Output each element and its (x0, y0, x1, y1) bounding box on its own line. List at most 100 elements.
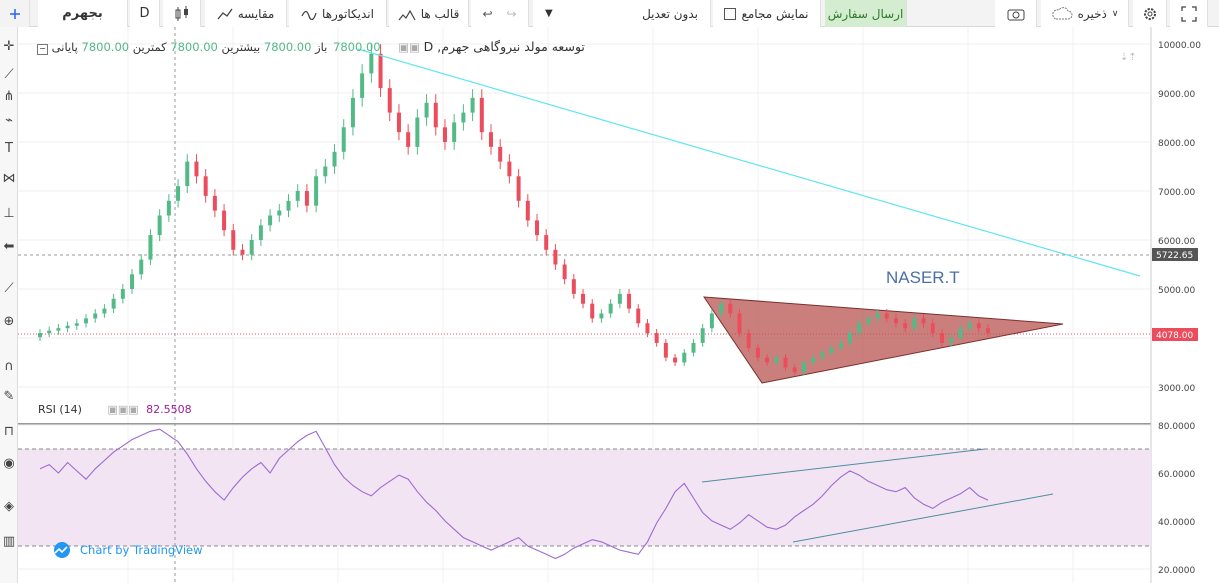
rsi-line (39, 428, 989, 560)
eye-icon[interactable]: ◉ (3, 455, 15, 471)
rsi-axis[interactable]: 80.0000 60.0000 40.0000 20.0000 (1158, 422, 1195, 576)
compare-label: مقایسه (237, 6, 275, 21)
legend-settings-icon[interactable]: ▣▣ (398, 40, 420, 54)
candle-body (617, 293, 622, 304)
settings-button[interactable] (1133, 0, 1167, 27)
candle-body (774, 357, 779, 363)
candle-body (516, 176, 521, 201)
candle-body (783, 357, 788, 368)
back-arrow-icon[interactable]: ⬅ (3, 238, 15, 254)
candle-body (111, 298, 116, 309)
triangle-pattern[interactable] (703, 296, 1064, 384)
high-value: 7800.00 (263, 40, 312, 54)
candle-body (470, 97, 475, 113)
candle-body (525, 200, 530, 221)
candle-body (608, 303, 613, 314)
candle-body (986, 328, 990, 334)
candle-body (47, 330, 52, 334)
candle-body (691, 342, 696, 353)
candle-body (627, 293, 632, 309)
menu-icon[interactable] (0, 0, 30, 27)
candle-body (949, 338, 954, 343)
price-tick: 10000.00 (1158, 41, 1201, 51)
tradingview-attribution[interactable]: Chart by TradingView (50, 542, 203, 558)
candle-body (811, 357, 816, 363)
legend-arrows-icon[interactable]: ⇣⇡ (1120, 52, 1137, 63)
price-axis[interactable]: 10000.00 9000.00 8000.00 7000.00 6000.00… (1152, 41, 1201, 394)
rsi-upper-trend[interactable] (701, 448, 986, 483)
send-order-button[interactable]: ارسال سفارش (825, 0, 907, 27)
undo-redo-group: ↪ ↩ (471, 0, 529, 27)
lock-icon[interactable]: ⊓ (3, 423, 15, 439)
candle-body (249, 240, 254, 255)
watermark-text: NASER.T (886, 268, 960, 287)
candle-body (84, 318, 89, 324)
rsi-lower-trend[interactable] (792, 493, 1054, 543)
candle-body (406, 132, 411, 147)
candle-body (875, 313, 880, 319)
rsi-settings-icon[interactable]: ▣▣▣ (107, 403, 139, 416)
candle-body (387, 88, 392, 113)
show-totals-toggle[interactable]: نمایش مجامع (713, 0, 821, 27)
indicators-button[interactable]: اندیکاتورها (289, 0, 387, 27)
trend-line[interactable] (357, 48, 1141, 277)
save-label: ذخیره (1077, 6, 1107, 21)
candle-body (912, 318, 917, 329)
undo-icon[interactable]: ↩ (482, 6, 493, 21)
candle-style-button[interactable] (163, 0, 201, 27)
price-tick: 7000.00 (1158, 188, 1195, 198)
candle-body (930, 323, 935, 334)
candle-body (976, 323, 981, 329)
rsi-label[interactable]: RSI (14) (38, 403, 82, 416)
indicator-icon (301, 10, 317, 20)
magnet-icon[interactable]: ∩ (4, 358, 14, 374)
candle-body (304, 191, 309, 206)
redo-icon[interactable]: ↪ (506, 6, 517, 21)
candle-body (65, 325, 70, 329)
candle-body (176, 186, 181, 201)
brush-icon[interactable]: ⌁ (5, 112, 13, 128)
rsi-value: 82.5508 (146, 403, 192, 416)
candle-body (801, 362, 806, 373)
text-icon[interactable]: T (5, 140, 13, 156)
candle-body (166, 200, 171, 216)
lock-drawing-icon[interactable]: ✎ (3, 388, 15, 404)
candle-body (829, 347, 834, 353)
adjust-dropdown[interactable]: بدون تعدیل ▼ (533, 0, 711, 27)
candle-body (424, 102, 429, 118)
symbol-search-button[interactable]: بجهرم (38, 0, 128, 27)
candle-body (820, 352, 825, 358)
pane-separator[interactable] (18, 423, 1151, 425)
candle-body (507, 161, 512, 177)
legend-title[interactable]: توسعه مولد نیروگاهی جهرم, D (423, 39, 585, 54)
pattern-icon[interactable]: ⋈ (2, 170, 16, 186)
candle-body (56, 328, 61, 331)
price-tick: 6000.00 (1158, 237, 1195, 247)
interval-button[interactable]: D (130, 0, 160, 27)
trash-icon[interactable]: ▥ (2, 533, 16, 549)
compare-button[interactable]: مقایسه (205, 0, 287, 27)
show-totals-label: نمایش مجامع (741, 6, 809, 21)
ruler-icon[interactable]: ⟋ (4, 280, 14, 296)
chart-canvas[interactable]: NASER.T 10000.00 9000.00 8000.00 7000.00… (18, 27, 1219, 583)
candle-body (148, 235, 153, 260)
collapse-icon[interactable]: − (37, 44, 48, 55)
adjust-label: بدون تعدیل (642, 6, 698, 21)
main-legend: − توسعه مولد نیروگاهی جهرم, D ▣▣ 7800.00… (37, 39, 585, 55)
open-label: باز (315, 40, 328, 54)
layers-icon[interactable]: ◈ (4, 498, 14, 514)
trendline-icon[interactable]: ⟋ (4, 66, 14, 82)
screenshot-button[interactable] (995, 0, 1037, 27)
measure-icon[interactable]: ⊥ (3, 205, 15, 221)
show-totals-checkbox[interactable] (724, 7, 737, 20)
fullscreen-button[interactable] (1170, 0, 1208, 27)
candle-body (562, 264, 567, 280)
close-value: 7800.00 (81, 40, 130, 54)
save-button[interactable]: ∨ ذخیره (1041, 0, 1129, 27)
templates-button[interactable]: قالب ها (389, 0, 469, 27)
candle-body (396, 112, 401, 133)
candle-body (194, 161, 199, 177)
zoom-icon[interactable]: ⊕ (3, 313, 15, 329)
crosshair-icon[interactable]: ✛ (3, 38, 15, 54)
pitchfork-icon[interactable]: ⋔ (3, 88, 15, 104)
